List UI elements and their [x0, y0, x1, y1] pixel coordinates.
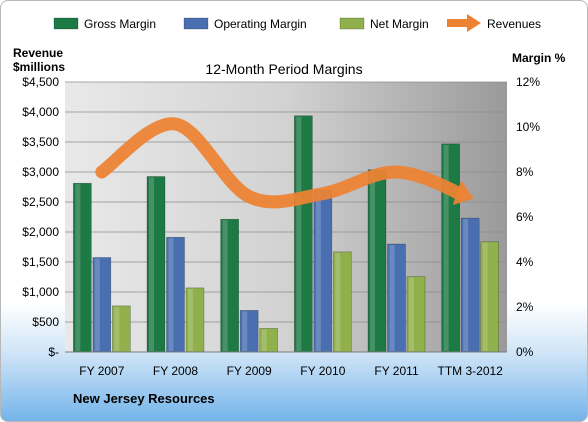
plot-area	[65, 82, 507, 352]
legend-swatch	[339, 17, 365, 30]
bar-highlight	[296, 116, 302, 351]
bar-highlight	[370, 170, 375, 351]
line-revenues	[95, 117, 464, 209]
line-revenues-arrowhead	[452, 180, 474, 205]
left-tick-label: $-	[48, 345, 59, 359]
bar-highlight	[149, 177, 154, 351]
legend-label: Gross Margin	[84, 17, 156, 31]
bar-highlight	[463, 219, 469, 351]
bar-highlight	[242, 311, 248, 351]
left-tick-label: $3,000	[22, 165, 59, 179]
left-tick-label: $1,500	[22, 255, 59, 269]
right-tick-label: 4%	[516, 255, 534, 269]
chart-title: 12-Month Period Margins	[205, 61, 362, 77]
x-tick-label: FY 2007	[79, 364, 124, 378]
left-tick-label: $2,500	[22, 195, 59, 209]
left-tick-label: $1,000	[22, 285, 59, 299]
left-tick-label: $2,000	[22, 225, 59, 239]
right-tick-label: 6%	[516, 210, 534, 224]
bar-highlight	[409, 277, 414, 351]
x-tick-label: FY 2008	[153, 364, 198, 378]
x-tick-label: TTM 3-2012	[437, 364, 503, 378]
right-axis-label: Margin %	[512, 51, 566, 65]
x-tick-label: FY 2009	[227, 364, 272, 378]
bar-highlight	[188, 288, 193, 351]
legend-swatch-arrowhead	[467, 14, 481, 32]
bar-highlight	[261, 329, 267, 351]
left-axis-label-line2: $millions	[13, 60, 65, 74]
bar-highlight	[94, 258, 100, 351]
bar-highlight	[75, 184, 81, 351]
bar-highlight	[389, 245, 395, 351]
right-tick-label: 12%	[516, 75, 540, 89]
bar-highlight	[168, 238, 174, 351]
left-tick-label: $4,000	[22, 105, 59, 119]
left-tick-label: $3,500	[22, 135, 59, 149]
legend-swatch	[183, 17, 209, 30]
right-tick-label: 10%	[516, 120, 540, 134]
legend-label: Revenues	[487, 17, 541, 31]
bar-highlight	[222, 220, 228, 351]
bar-highlight	[482, 242, 488, 351]
left-tick-label: $500	[32, 315, 59, 329]
left-axis-label-line1: Revenue	[13, 46, 63, 60]
x-tick-label: FY 2011	[374, 364, 419, 378]
legend-label: Operating Margin	[214, 17, 307, 31]
bar-highlight	[114, 306, 120, 351]
left-tick-label: $4,500	[22, 75, 59, 89]
company-name: New Jersey Resources	[73, 391, 215, 406]
bar-highlight	[335, 252, 341, 351]
right-tick-label: 2%	[516, 300, 534, 314]
bar-highlight	[443, 144, 449, 351]
right-tick-label: 0%	[516, 345, 534, 359]
x-tick-label: FY 2010	[300, 364, 345, 378]
legend-swatch	[53, 17, 79, 30]
bar-highlight	[315, 191, 321, 351]
right-tick-label: 8%	[516, 165, 534, 179]
legend-label: Net Margin	[370, 17, 429, 31]
